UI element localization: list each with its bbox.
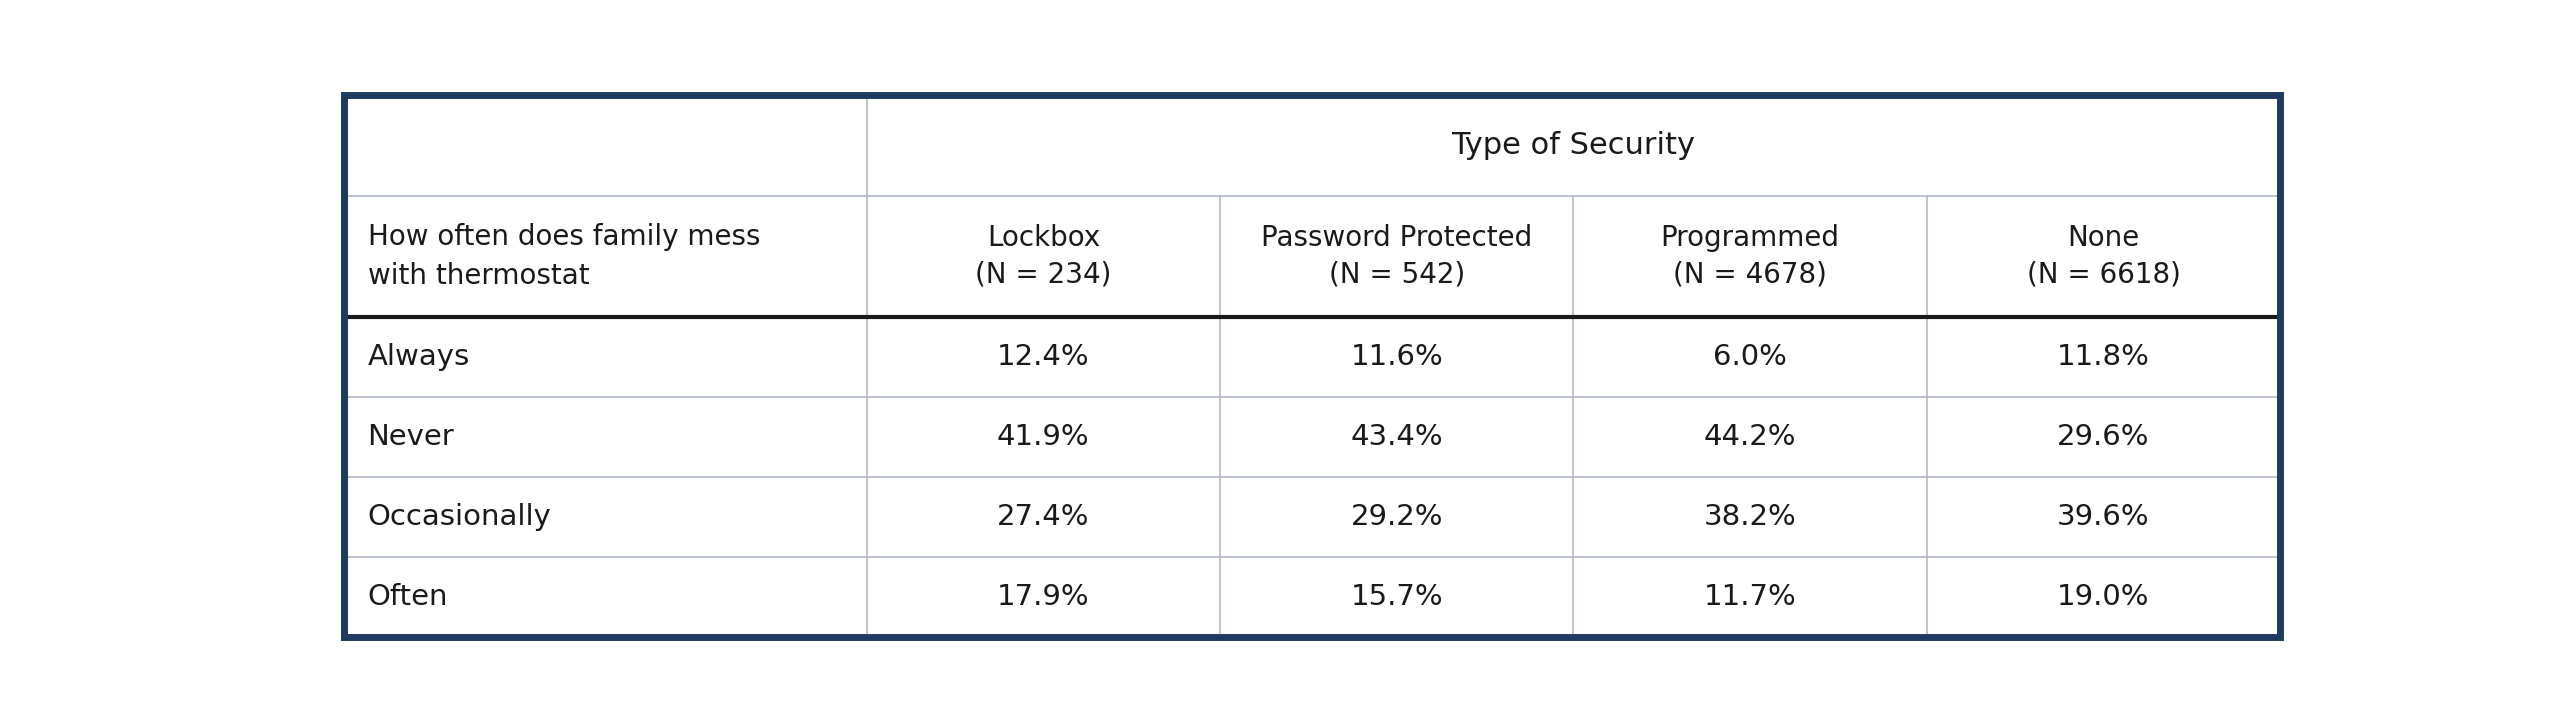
Text: Never: Never xyxy=(369,423,453,451)
Text: 44.2%: 44.2% xyxy=(1705,423,1797,451)
Text: 11.7%: 11.7% xyxy=(1705,583,1797,611)
Text: Type of Security: Type of Security xyxy=(1452,131,1695,160)
Text: 27.4%: 27.4% xyxy=(996,503,1091,531)
Text: Lockbox
(N = 234): Lockbox (N = 234) xyxy=(975,224,1111,289)
Text: 43.4%: 43.4% xyxy=(1352,423,1444,451)
Text: 12.4%: 12.4% xyxy=(996,344,1091,371)
Text: 6.0%: 6.0% xyxy=(1713,344,1787,371)
Text: 29.2%: 29.2% xyxy=(1352,503,1444,531)
Text: 11.6%: 11.6% xyxy=(1349,344,1444,371)
Text: None
(N = 6618): None (N = 6618) xyxy=(2028,224,2181,289)
Text: Always: Always xyxy=(369,344,471,371)
Text: 41.9%: 41.9% xyxy=(996,423,1091,451)
Text: 39.6%: 39.6% xyxy=(2058,503,2150,531)
Text: 29.6%: 29.6% xyxy=(2058,423,2150,451)
Text: Password Protected
(N = 542): Password Protected (N = 542) xyxy=(1262,224,1533,289)
Text: How often does family mess
with thermostat: How often does family mess with thermost… xyxy=(369,223,760,290)
Text: Often: Often xyxy=(369,583,448,611)
Text: 15.7%: 15.7% xyxy=(1352,583,1444,611)
Text: 11.8%: 11.8% xyxy=(2058,344,2150,371)
Text: 19.0%: 19.0% xyxy=(2058,583,2150,611)
Text: Occasionally: Occasionally xyxy=(369,503,550,531)
Text: 38.2%: 38.2% xyxy=(1705,503,1797,531)
Text: Programmed
(N = 4678): Programmed (N = 4678) xyxy=(1661,224,1841,289)
Text: 17.9%: 17.9% xyxy=(996,583,1091,611)
